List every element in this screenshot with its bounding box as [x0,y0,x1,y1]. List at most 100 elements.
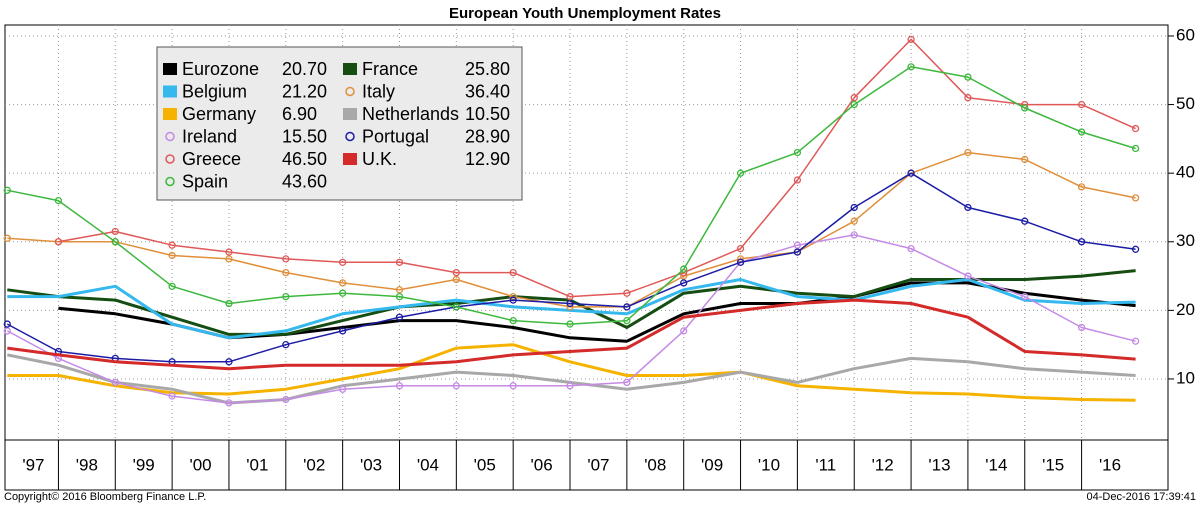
marker [452,303,460,311]
marker [1077,238,1086,246]
legend-label: Greece [182,149,241,169]
marker [907,244,915,253]
marker [452,275,460,284]
marker [793,241,802,249]
plot-frame [4,24,1169,491]
legend-swatch [163,108,177,120]
marker [907,35,915,44]
marker [793,176,802,184]
x-tick-label: '11 [815,455,836,474]
marker [1021,292,1029,301]
marker [338,279,347,287]
x-tick-label: '16 [1099,455,1121,474]
marker [964,73,972,81]
legend-value: 15.50 [282,126,327,146]
marker [623,378,631,387]
marker [3,320,11,328]
y-tick-label: 30 [1176,231,1195,250]
legend-label: Spain [182,171,228,191]
y-tick-label: 60 [1176,25,1195,44]
legend-swatch [165,131,175,142]
x-tick-label: '07 [587,455,609,474]
marker [509,316,517,325]
x-tick-label: '06 [531,455,553,474]
legend-value: 6.90 [282,104,317,124]
legend-value: 25.80 [465,59,510,79]
marker [282,292,290,301]
legend-swatch [345,86,355,97]
y-tick-label: 40 [1176,163,1195,182]
legend: Eurozone 20.70 France 25.80 Belgium 21.20 Ital… [156,46,523,201]
legend-value: 10.50 [465,104,510,124]
marker [964,272,972,280]
marker [282,255,290,263]
marker [225,255,233,263]
marker [1021,217,1029,225]
marker [168,251,176,260]
marker [225,299,233,308]
legend-value: 12.90 [465,149,510,169]
x-tick-label: '04 [417,455,439,474]
x-tick-label: '08 [644,455,666,474]
y-tick-label: 50 [1176,94,1195,113]
timestamp: 04-Dec-2016 17:39:41 [1087,491,1196,503]
marker [452,382,460,390]
legend-value: 36.40 [465,81,510,101]
marker [225,358,233,366]
marker [168,392,176,400]
marker [680,279,688,287]
x-tick-label: '12 [872,455,894,474]
marker [623,289,631,297]
marker [850,203,858,212]
marker [111,238,119,246]
marker [338,258,347,266]
marker [54,238,63,246]
marker [850,94,858,102]
marker [793,248,802,256]
marker [509,296,517,304]
legend-swatch [163,63,177,75]
marker [736,169,745,177]
marker [566,299,574,308]
marker [623,303,631,311]
marker [54,196,63,205]
marker [168,241,176,249]
marker [566,382,574,390]
x-tick-label: '10 [758,455,780,474]
legend-label: Italy [362,81,395,101]
legend-label: Netherlands [362,104,459,124]
marker [1077,183,1086,191]
marker [566,320,574,328]
y-tick-label: 10 [1176,368,1195,387]
marker [3,327,11,335]
marker [338,327,347,335]
marker [111,227,119,236]
marker [964,148,972,157]
x-tick-label: '01 [246,455,268,474]
marker [736,244,745,253]
marker [1021,155,1029,164]
legend-swatch [165,176,175,187]
marker [964,94,972,102]
y-tick-label: 20 [1176,300,1195,319]
marker [1131,124,1140,133]
legend-box [156,46,523,201]
x-tick-label: '09 [701,455,723,474]
legend-swatch [343,153,357,165]
legend-label: U.K. [362,149,397,169]
grid: 10 20 30 40 50 60 '97 '98 '99 '00 '01 '02 '03 '04 '05 '… [4,24,1195,491]
x-tick-label: '05 [474,455,496,474]
chart-title: European Youth Unemployment Rates [449,5,721,22]
marker [395,313,404,321]
marker [111,378,119,387]
marker [680,327,688,335]
series-line [7,66,1136,325]
legend-label: France [362,59,418,79]
marker [1131,194,1140,202]
marker [509,382,517,390]
legend-label: Ireland [182,126,237,146]
marker [1021,104,1029,112]
marker [1131,245,1140,253]
x-tick-label: '03 [360,455,382,474]
legend-value: 28.90 [465,126,510,146]
